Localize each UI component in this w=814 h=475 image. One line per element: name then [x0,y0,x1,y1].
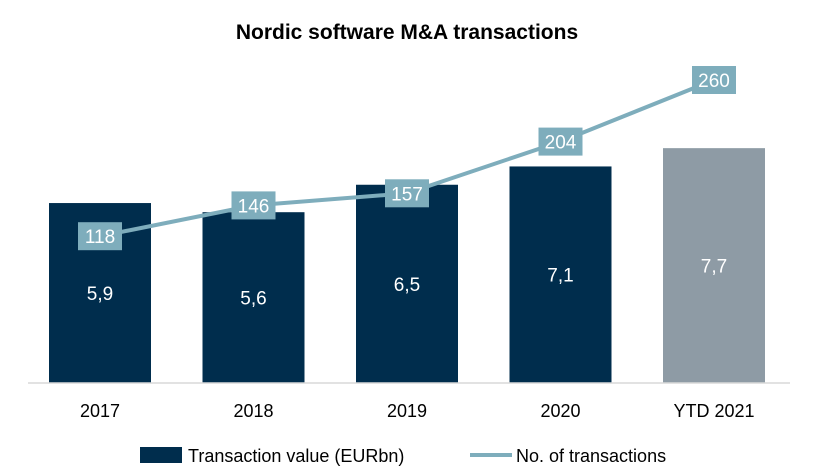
bar-value-label: 5,6 [240,289,266,310]
bar-value-label: 7,7 [701,257,727,278]
x-tick-label: 2019 [387,401,427,421]
bar-group: 5,9 5,6 6,5 7,1 7,7 [49,148,765,383]
bar-value-label: 6,5 [394,275,420,296]
line-series-group: 118 146 157 204 260 [78,66,736,251]
x-tick-label: 2020 [540,401,580,421]
bar [509,166,612,383]
line-point-marker [692,66,736,94]
legend-line-label: No. of transactions [516,446,666,466]
line-point-marker [538,127,583,156]
x-tick-label: YTD 2021 [673,401,754,421]
x-tick-label: 2017 [80,401,120,421]
chart-title: Nordic software M&A transactions [236,21,578,44]
bar [202,212,305,383]
line-point-label: 260 [698,71,730,92]
line-point-label: 118 [85,227,115,248]
line-point-label: 157 [391,184,423,205]
legend: Transaction value (EURbn) No. of transac… [140,446,666,466]
bar [663,148,765,383]
bar-value-label: 7,1 [547,266,573,287]
x-tick-label: 2018 [233,401,273,421]
legend-bar-swatch [140,447,182,463]
legend-bar-label: Transaction value (EURbn) [188,446,404,466]
line-point-marker [231,191,276,220]
x-tick-group: 2017 2018 2019 2020 YTD 2021 [80,401,755,421]
bar-value-label: 5,9 [87,284,113,305]
line-point-label: 146 [238,196,270,217]
line-point-marker [385,179,429,208]
line-point-marker [78,222,122,251]
line-point-label: 204 [545,133,577,154]
bar [356,184,458,383]
